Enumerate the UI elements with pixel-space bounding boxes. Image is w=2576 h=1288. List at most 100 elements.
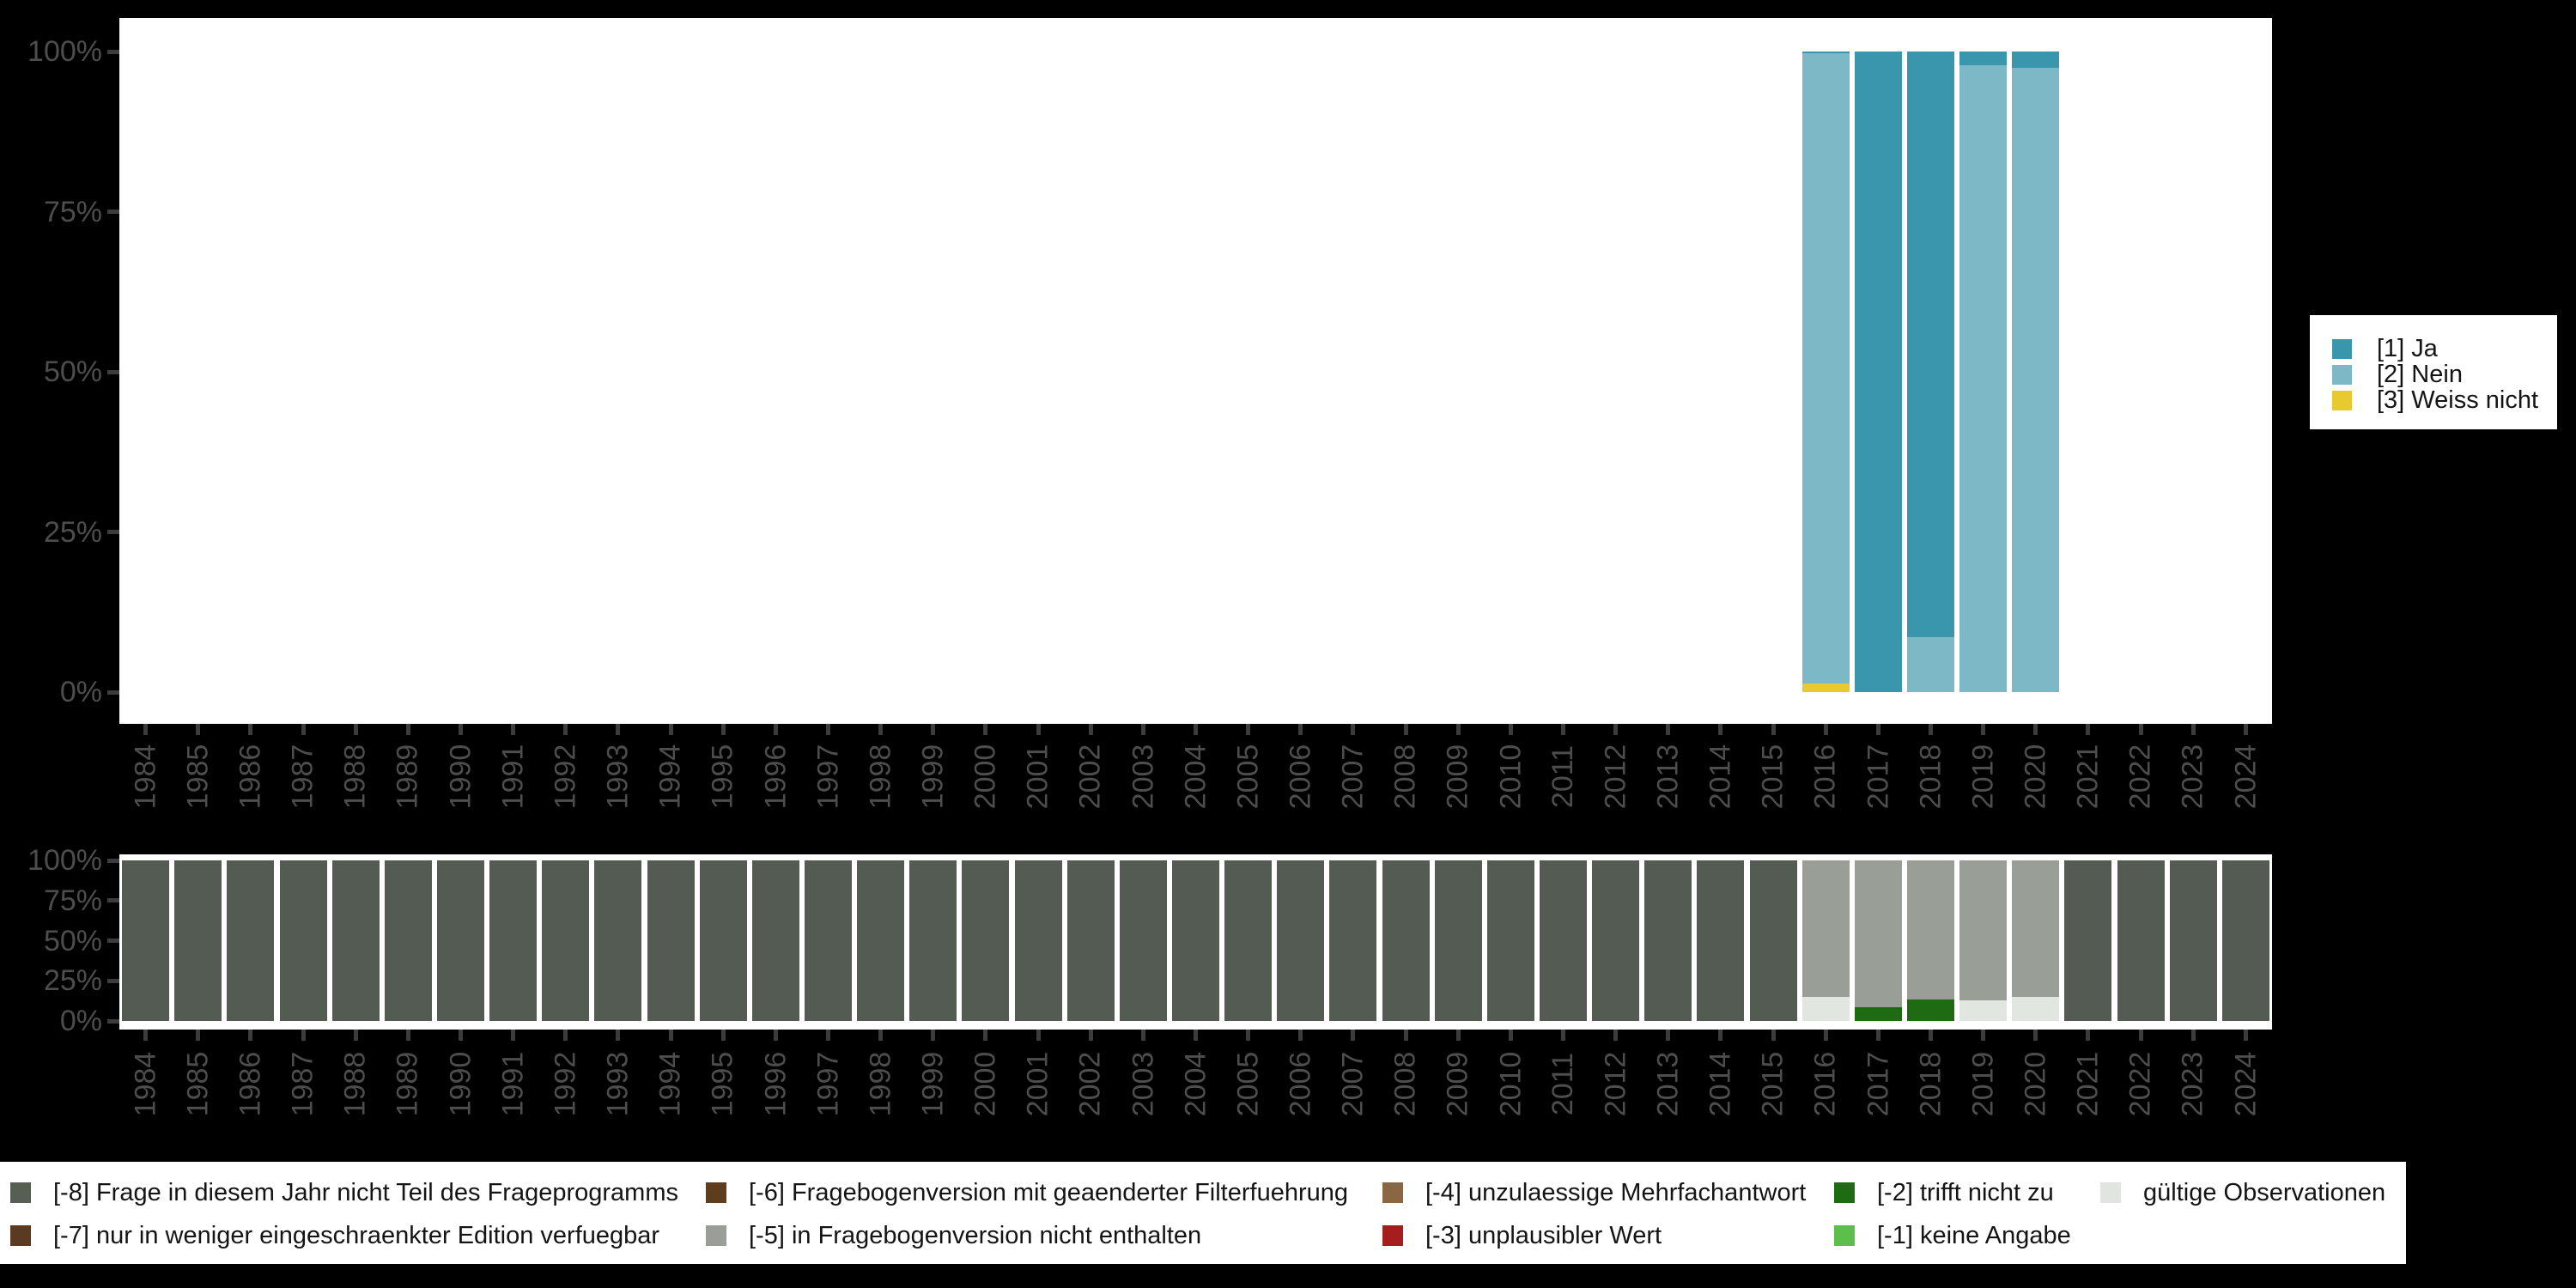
year-label-text: 2024 [2228, 744, 2262, 809]
bar-segment-[-8] Frage in diesem Jahr nicht Teil des Frageprogramms [489, 860, 538, 1021]
x-axis-tick [2086, 724, 2091, 735]
bar-1997 [804, 860, 852, 1021]
bar-segment-[1] Ja [2012, 52, 2060, 68]
bar-segment-[-8] Frage in diesem Jahr nicht Teil des Frageprogramms [1697, 860, 1745, 1021]
bar-segment-[2] Nein [2012, 67, 2060, 692]
bar-segment-[-8] Frage in diesem Jahr nicht Teil des Frageprogramms [174, 860, 222, 1021]
x-axis-tick [301, 724, 306, 735]
x-axis-tick [458, 724, 463, 735]
x-axis-tick [353, 724, 358, 735]
bar-segment-[3] Weiss nicht [1801, 683, 1850, 692]
x-axis-tick [301, 1030, 306, 1041]
bar-segment-[-8] Frage in diesem Jahr nicht Teil des Frageprogramms [647, 860, 695, 1021]
x-axis-tick [248, 724, 253, 735]
bar-1991 [489, 860, 538, 1021]
x-axis-tick [196, 724, 201, 735]
y-axis-tick [107, 690, 119, 695]
x-axis-tick [511, 1030, 516, 1041]
y-axis-tick [107, 978, 119, 983]
x-axis-tick [1508, 1030, 1513, 1041]
bar-2007 [1329, 860, 1377, 1021]
legend-swatch [1382, 1225, 1403, 1246]
y-axis-label: 0% [59, 676, 102, 708]
bar-2020 [2012, 860, 2060, 1021]
bar-1986 [227, 860, 275, 1021]
x-axis-tick [2138, 1030, 2143, 1041]
x-axis-tick [1036, 724, 1041, 735]
x-axis-tick [720, 724, 726, 735]
x-axis-tick [825, 724, 830, 735]
x-axis-tick [1718, 1030, 1723, 1041]
bar-segment-[-8] Frage in diesem Jahr nicht Teil des Frageprogramms [804, 860, 852, 1021]
legend-item-label: gültige Observationen [2143, 1178, 2386, 1206]
y-axis-tick [107, 530, 119, 534]
legend-item: [-6] Fragebogenversion mit geaenderter F… [706, 1178, 1348, 1207]
x-axis-tick [143, 1030, 149, 1041]
y-axis-tick [107, 858, 119, 863]
legend-item-label: [2] Nein [2377, 360, 2463, 388]
bar-segment-[-8] Frage in diesem Jahr nicht Teil des Frageprogramms [542, 860, 590, 1021]
bar-segment-[-8] Frage in diesem Jahr nicht Teil des Frageprogramms [122, 860, 170, 1021]
legend-item: [-8] Frage in diesem Jahr nicht Teil des… [10, 1178, 678, 1207]
legend-item: [-4] unzulaessige Mehrfachantwort [1382, 1178, 1806, 1207]
legend-swatch [1382, 1182, 1403, 1203]
bar-segment-[-8] Frage in diesem Jahr nicht Teil des Frageprogramms [1434, 860, 1482, 1021]
bar-2006 [1277, 860, 1325, 1021]
bar-segment-[-8] Frage in diesem Jahr nicht Teil des Frageprogramms [1014, 860, 1062, 1021]
y-axis-label: 100% [27, 844, 102, 877]
x-axis-tick [1455, 724, 1461, 735]
legend-swatch [2332, 364, 2352, 385]
bar-2018 [1907, 860, 1955, 1021]
bar-2014 [1697, 860, 1745, 1021]
legend-swatch [706, 1182, 726, 1203]
x-axis-tick [2138, 724, 2143, 735]
legend-swatch [2332, 390, 2352, 410]
bar-segment-[1] Ja [1959, 52, 2008, 66]
legend-item-label: [-6] Fragebogenversion mit geaenderter F… [749, 1178, 1348, 1206]
x-axis-year-label: 2024 [2201, 732, 2290, 821]
bar-segment-[-5] in Fragebogenversion nicht enthalten [2012, 860, 2060, 997]
x-axis-tick [1036, 1030, 1041, 1041]
bar-2012 [1592, 860, 1640, 1021]
bar-2022 [2117, 860, 2165, 1021]
panel-top-chart [119, 18, 2272, 724]
x-axis-tick [983, 1030, 988, 1041]
bar-segment-[1] Ja [1801, 52, 1850, 54]
bar-segment-[-8] Frage in diesem Jahr nicht Teil des Frageprogramms [962, 860, 1010, 1021]
bar-1984 [122, 860, 170, 1021]
legend-item-label: [-5] in Fragebogenversion nicht enthalte… [749, 1221, 1202, 1249]
y-axis-label: 75% [43, 884, 102, 917]
y-axis-tick [107, 49, 119, 54]
bar-segment-[-8] Frage in diesem Jahr nicht Teil des Frageprogramms [331, 860, 380, 1021]
legend-item-label: [-4] unzulaessige Mehrfachantwort [1425, 1178, 1807, 1206]
bar-2004 [1172, 860, 1219, 1021]
bar-segment-[2] Nein [1907, 636, 1955, 692]
legend-swatch [10, 1225, 31, 1246]
x-axis-tick [1140, 724, 1145, 735]
bar-segment-[-8] Frage in diesem Jahr nicht Teil des Frageprogramms [1172, 860, 1219, 1021]
bar-2010 [1486, 860, 1534, 1021]
legend-item-label: [3] Weiss nicht [2377, 386, 2539, 414]
bar-segment-[-8] Frage in diesem Jahr nicht Teil des Frageprogramms [1749, 860, 1797, 1021]
y-axis-label: 50% [43, 924, 102, 957]
legend-item: [-1] keine Angabe [1834, 1221, 2071, 1250]
bar-2015 [1749, 860, 1797, 1021]
bar-1994 [647, 860, 695, 1021]
bar-1998 [857, 860, 905, 1021]
bar-segment-[-8] Frage in diesem Jahr nicht Teil des Frageprogramms [857, 860, 905, 1021]
legend-item: [-7] nur in weniger eingeschraenkter Edi… [10, 1221, 659, 1250]
x-axis-tick [2190, 724, 2196, 735]
x-axis-tick [511, 724, 516, 735]
x-axis-tick [1403, 724, 1408, 735]
bar-2013 [1644, 860, 1692, 1021]
x-axis-tick [1298, 724, 1303, 735]
legend-swatch [2100, 1182, 2121, 1203]
y-axis-label: 75% [43, 195, 102, 228]
x-axis-tick [563, 1030, 568, 1041]
x-axis-tick [1403, 1030, 1408, 1041]
bar-segment-[-2] trifft nicht zu [1854, 1007, 1902, 1021]
bar-2019 [1959, 860, 2008, 1021]
legend-item: [2] Nein [2332, 360, 2557, 388]
bar-segment-[-8] Frage in diesem Jahr nicht Teil des Frageprogramms [909, 860, 957, 1021]
